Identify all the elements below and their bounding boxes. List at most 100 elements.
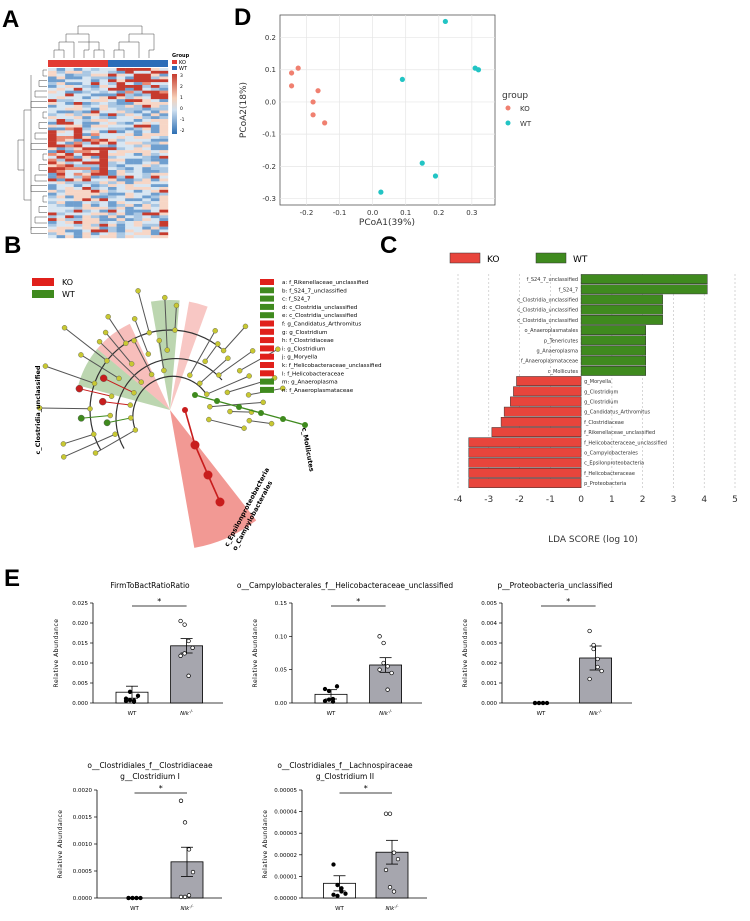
data-point	[190, 645, 195, 650]
pcoa-legend-ko-marker	[505, 105, 511, 111]
lda-bar-label: p_Proteobacteria	[584, 481, 626, 487]
heatmap-cell	[56, 102, 66, 106]
heatmap-cell	[99, 178, 109, 182]
tree-branch	[164, 297, 168, 351]
data-point	[383, 867, 389, 873]
heatmap-cell	[82, 85, 92, 89]
lda-bar-label: f_Helicobacteraceae	[584, 471, 635, 477]
heatmap-cell	[150, 76, 160, 80]
heatmap-cell	[159, 133, 169, 137]
heatmap-cell	[159, 96, 169, 100]
heatmap-cell	[99, 127, 109, 131]
heatmap-cell	[73, 195, 83, 199]
key-label: b: f_S24_7_unclassified	[282, 288, 347, 294]
tree-node	[135, 288, 141, 294]
tree-node	[105, 314, 111, 320]
heatmap-cell	[108, 141, 117, 145]
heatmap-cell	[142, 127, 152, 131]
pcoa-point-wt	[378, 189, 384, 195]
tree-node	[215, 341, 221, 347]
chart-plot: 0.00 0.05 0.10 0.15 Relative Abundance WT Nlk-…	[252, 597, 422, 717]
heatmap-cell	[56, 138, 66, 142]
heatmap-cell	[73, 102, 83, 106]
heatmap-cell	[90, 167, 100, 171]
key-swatch	[260, 279, 274, 285]
heatmap-cell	[150, 93, 160, 97]
heatmap-cell	[48, 138, 57, 142]
y-tick-label: 0.005	[481, 601, 497, 607]
key-swatch	[260, 320, 274, 327]
heatmap-cell	[142, 226, 152, 230]
heatmap-cell	[150, 68, 160, 72]
dendrogram-branch	[53, 49, 65, 58]
heatmap-cell	[159, 79, 169, 83]
lda-bar-wt	[580, 335, 646, 346]
heatmap-cell	[133, 113, 143, 117]
heatmap-cell	[65, 204, 74, 208]
heatmap-cell	[82, 119, 92, 123]
heatmap-cell	[142, 232, 152, 236]
y-axis-label: Relative Abundance	[53, 619, 60, 688]
lda-x-tick-label: -2	[515, 495, 524, 505]
heatmap-cell	[125, 116, 134, 120]
heatmap-cell	[82, 209, 92, 213]
heatmap-cell	[90, 155, 100, 159]
key-swatch	[260, 303, 274, 310]
heatmap-cell	[142, 130, 152, 134]
tree-node	[246, 373, 252, 379]
heatmap-cell	[65, 175, 74, 179]
heatmap-cell	[73, 235, 83, 239]
heatmap-cell	[82, 102, 92, 106]
heatmap-cell	[90, 102, 100, 106]
heatmap-cell	[99, 223, 109, 227]
heatmap-cell	[116, 167, 126, 171]
heatmap-cell	[150, 204, 160, 208]
heatmap-cell	[73, 110, 83, 114]
heatmap-cell	[82, 96, 92, 100]
colorbar-tick-label: -2	[180, 128, 185, 134]
heatmap-cell	[133, 116, 143, 120]
heatmap-cell	[82, 68, 92, 72]
heatmap-cell	[133, 206, 143, 210]
key-label: l: f_Helicobacteraceae	[282, 371, 345, 377]
heatmap-cell	[48, 121, 57, 125]
heatmap-cell	[56, 195, 66, 199]
heatmap-cell	[108, 153, 117, 157]
heatmap-cell	[65, 93, 74, 97]
heatmap-cell	[150, 147, 160, 151]
data-point	[178, 894, 184, 900]
heatmap-cell	[99, 232, 109, 236]
pcoa-y-axis-label: PCoA2(18%)	[239, 82, 249, 138]
heatmap-cell	[73, 215, 83, 219]
heatmap-cell	[125, 110, 134, 114]
heatmap-cell	[48, 167, 57, 171]
key-swatch	[260, 312, 274, 319]
dendrogram-branch	[34, 216, 47, 224]
heatmap-cell	[99, 90, 109, 94]
heatmap-cell	[159, 107, 169, 111]
tree-branch	[238, 406, 262, 414]
heatmap-cell	[56, 181, 66, 185]
heatmap-cell	[159, 204, 169, 208]
heatmap-cell	[133, 79, 143, 83]
heatmap-cell	[150, 198, 160, 202]
heatmap-cell	[90, 175, 100, 179]
heatmap-cell	[116, 96, 126, 100]
heatmap-cell	[73, 184, 83, 188]
tree-branch	[282, 418, 306, 426]
x-tick-label: 0.1	[400, 209, 411, 217]
heatmap-cell	[82, 110, 92, 114]
data-point	[186, 638, 191, 644]
tree-node	[148, 371, 155, 378]
key-label: m: g_Anaeroplasma	[282, 380, 338, 386]
heatmap-cell	[150, 161, 160, 165]
heatmap-cell	[82, 113, 92, 117]
heatmap-cell	[108, 155, 117, 159]
heatmap-cell	[142, 175, 152, 179]
heatmap-cell	[116, 158, 126, 162]
heatmap-cell	[125, 235, 134, 239]
dendrogram-branch	[38, 164, 47, 171]
heatmap-cell	[90, 85, 100, 89]
significance-marker: *	[566, 597, 570, 606]
heatmap-cell	[125, 130, 134, 134]
